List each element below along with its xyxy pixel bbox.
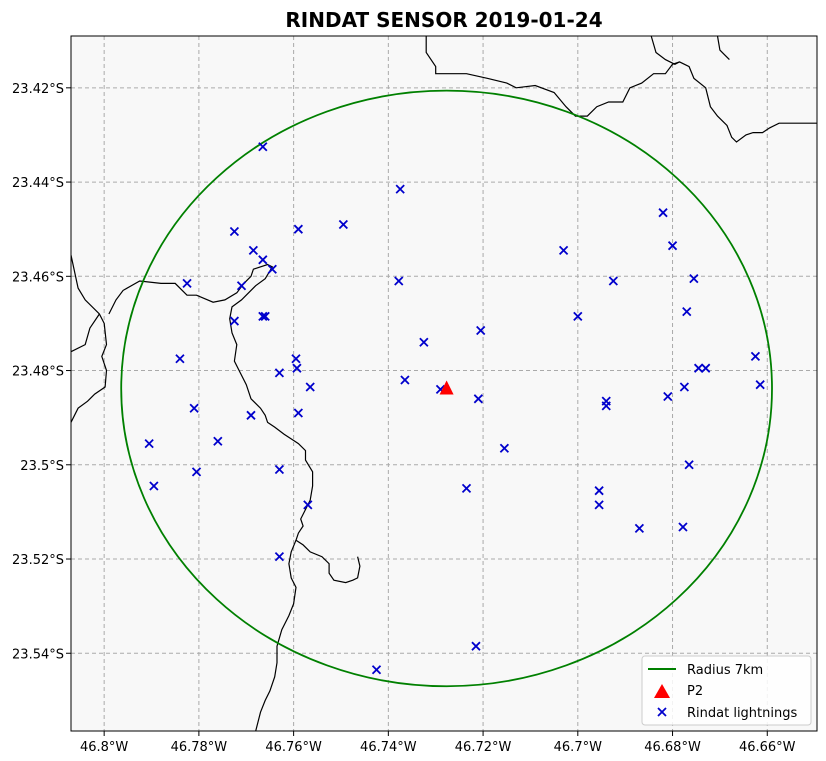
lightning-marker	[693, 363, 704, 373]
station-marker	[439, 380, 454, 395]
legend-lightning-label: Rindat lightnings	[687, 706, 797, 721]
x-tick-label: 46.8°W	[80, 740, 128, 755]
lightning-marker	[292, 363, 302, 373]
lightning-marker	[755, 380, 765, 390]
lightning-marker	[182, 278, 192, 289]
legend-lightning-swatch	[657, 707, 667, 717]
lightning-marker	[663, 391, 673, 402]
lightning-marker	[236, 281, 247, 291]
lightning-marker	[293, 224, 303, 234]
x-tick-label: 46.7°W	[554, 740, 602, 755]
coastline	[108, 263, 361, 584]
lightning-marker	[260, 311, 270, 321]
lightning-marker	[601, 401, 611, 411]
lightning-points	[144, 142, 765, 675]
lightning-marker	[229, 316, 240, 326]
lightning-marker	[667, 241, 678, 251]
lightning-marker	[149, 481, 159, 491]
coastline	[71, 254, 108, 423]
y-tick-label: 23.48°S	[12, 365, 64, 380]
lightning-marker	[750, 351, 761, 362]
radius-circle-layer	[120, 89, 773, 688]
lightning-marker	[274, 368, 285, 378]
lightning-marker	[573, 311, 583, 321]
plot-frame	[70, 35, 818, 732]
lightning-marker	[658, 208, 668, 218]
legend-box	[641, 655, 812, 726]
legend-station-swatch	[654, 684, 670, 698]
y-tick-label: 23.42°S	[12, 82, 64, 97]
y-tick-label: 23.46°S	[12, 270, 64, 285]
lightning-marker	[248, 245, 258, 256]
radius-circle	[120, 89, 773, 688]
lightning-marker	[634, 523, 645, 534]
lightning-marker	[608, 276, 618, 286]
lightning-marker	[305, 382, 315, 392]
lightning-marker	[246, 410, 256, 420]
lightning-marker	[682, 307, 692, 317]
lightning-marker	[267, 264, 277, 274]
coastline	[650, 36, 680, 65]
lightning-marker	[394, 276, 404, 286]
coastline	[716, 36, 730, 61]
y-tick-label: 23.54°S	[12, 647, 64, 662]
x-tick-label: 46.72°W	[455, 740, 512, 755]
lightning-marker	[213, 436, 223, 446]
lightning-marker	[558, 245, 569, 256]
lightning-marker	[471, 641, 481, 651]
lightning-marker	[191, 467, 202, 477]
legend-circle-label: Radius 7km	[687, 663, 763, 678]
grid-lines	[71, 36, 817, 731]
lightning-marker	[594, 500, 604, 510]
plot-background	[71, 36, 817, 731]
lightning-marker	[701, 363, 711, 373]
map-title: RINDAT SENSOR 2019-01-24	[285, 8, 602, 32]
coastline	[255, 539, 297, 731]
lightning-marker	[371, 665, 382, 675]
lightning-marker	[678, 522, 688, 532]
x-axis-ticks: 46.8°W 46.78°W 46.76°W 46.74°W 46.72°W 46.7°W…	[80, 731, 796, 755]
lightning-marker	[274, 464, 285, 475]
lightning-marker	[594, 486, 604, 496]
x-tick-label: 46.76°W	[265, 740, 322, 755]
lightning-marker	[258, 142, 268, 152]
x-tick-label: 46.66°W	[739, 740, 796, 755]
y-tick-label: 23.52°S	[12, 553, 64, 568]
lightning-marker	[499, 443, 510, 453]
y-tick-label: 23.44°S	[12, 176, 64, 191]
lightning-marker	[144, 438, 154, 449]
lightning-marker	[303, 500, 313, 510]
lightning-marker	[258, 311, 268, 321]
lightning-marker	[258, 255, 268, 265]
station-layer	[439, 380, 454, 395]
lightning-marker	[419, 337, 429, 347]
x-tick-label: 46.74°W	[360, 740, 417, 755]
lightning-marker	[679, 382, 690, 392]
lightning-marker	[291, 354, 301, 364]
lightning-marker	[476, 325, 486, 336]
legend: Radius 7km P2 Rindat lightnings	[641, 655, 812, 726]
lightning-marker	[461, 483, 472, 493]
lightning-marker	[293, 408, 303, 418]
x-tick-label: 46.78°W	[171, 740, 228, 755]
lightning-marker	[473, 394, 483, 404]
lightning-marker	[400, 375, 410, 385]
coastline	[71, 313, 100, 353]
lightning-marker	[684, 460, 694, 470]
y-tick-label: 23.5°S	[20, 459, 64, 474]
lightning-marker	[395, 184, 405, 194]
lightning-marker	[229, 226, 240, 237]
lightning-marker	[189, 403, 199, 413]
coastline	[425, 36, 817, 143]
x-tick-label: 46.68°W	[644, 740, 701, 755]
legend-station-label: P2	[687, 684, 703, 699]
coastlines	[71, 36, 817, 731]
lightning-marker	[175, 354, 185, 364]
y-axis-ticks: 23.42°S 23.44°S 23.46°S 23.48°S 23.5°S 23.52°…	[12, 82, 71, 662]
lightning-marker	[338, 219, 348, 230]
lightning-marker	[689, 274, 699, 284]
lightning-marker	[274, 552, 285, 562]
